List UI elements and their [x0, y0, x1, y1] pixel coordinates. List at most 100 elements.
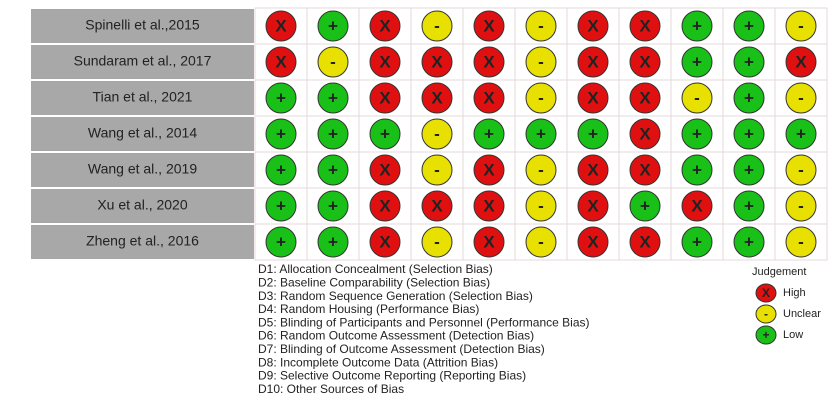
judgement-symbol: + [536, 124, 546, 143]
judgement-circle [473, 82, 505, 114]
judgement-circle [785, 10, 817, 42]
judgement-symbol: + [276, 196, 286, 215]
judgement-symbol: + [484, 124, 494, 143]
judgement-circle [265, 190, 297, 222]
judgement-symbol: X [431, 88, 443, 107]
judgement-circle [629, 82, 661, 114]
judgement-symbol: + [328, 196, 338, 215]
judgement-circle [525, 190, 557, 222]
judgement-circle [681, 226, 713, 258]
judgement-circle [577, 82, 609, 114]
judgement-symbol: + [692, 16, 702, 35]
study-name: Wang et al., 2019 [88, 161, 197, 177]
legend-label: Low [783, 329, 803, 341]
study-cell [29, 43, 256, 81]
judgement-circle [421, 226, 453, 258]
judgement-symbol: + [276, 160, 286, 179]
judgement-symbol: + [276, 88, 286, 107]
judgement-circle [577, 190, 609, 222]
judgement-symbol: X [379, 16, 391, 35]
judgement-symbol: + [328, 232, 338, 251]
domain-note: D1: Allocation Concealment (Selection Bi… [258, 262, 493, 276]
judgement-symbol: X [275, 52, 287, 71]
judgement-circle [265, 154, 297, 186]
judgement-symbol: X [587, 160, 599, 179]
judgement-circle [265, 46, 297, 78]
judgement-symbol: X [379, 52, 391, 71]
judgement-symbol: X [379, 88, 391, 107]
legend-circle [755, 304, 777, 324]
judgement-symbol: - [798, 16, 804, 35]
judgement-circle [317, 46, 349, 78]
judgement-symbol: X [275, 16, 287, 35]
judgement-symbol: X [639, 232, 651, 251]
judgement-circle [629, 46, 661, 78]
judgement-symbol: - [434, 232, 440, 251]
judgement-symbol: + [744, 52, 754, 71]
judgement-circle [525, 154, 557, 186]
judgement-circle [577, 226, 609, 258]
judgement-circle [421, 46, 453, 78]
judgement-symbol: X [483, 88, 495, 107]
study-name: Xu et al., 2020 [97, 197, 188, 213]
judgement-symbol: + [744, 88, 754, 107]
judgement-circle [369, 10, 401, 42]
judgement-circle [577, 154, 609, 186]
domain-note: D6: Random Outcome Assessment (Detection… [258, 329, 534, 343]
judgement-circle [577, 118, 609, 150]
judgement-circle [317, 190, 349, 222]
judgement-circle [421, 118, 453, 150]
judgement-circle [317, 10, 349, 42]
judgement-circle [473, 190, 505, 222]
judgement-symbol: + [744, 124, 754, 143]
domain-note: D3: Random Sequence Generation (Selectio… [258, 289, 533, 303]
judgement-symbol: - [538, 160, 544, 179]
judgement-symbol: X [587, 16, 599, 35]
judgement-symbol: + [276, 232, 286, 251]
judgement-circle [733, 46, 765, 78]
judgement-symbol: X [379, 232, 391, 251]
legend-circle [755, 325, 777, 345]
study-name: Sundaram et al., 2017 [74, 53, 212, 69]
legend-label: High [783, 287, 806, 299]
judgement-circle [681, 190, 713, 222]
judgement-circle [733, 82, 765, 114]
domain-note: D10: Other Sources of Bias [258, 382, 404, 396]
judgement-symbol: X [587, 232, 599, 251]
judgement-symbol: X [587, 52, 599, 71]
judgement-circle [577, 10, 609, 42]
judgement-symbol: + [692, 160, 702, 179]
judgement-circle [265, 82, 297, 114]
domain-note: D9: Selective Outcome Reporting (Reporti… [258, 369, 526, 383]
judgement-symbol: + [744, 160, 754, 179]
judgement-circle [421, 154, 453, 186]
judgement-symbol: - [434, 160, 440, 179]
judgement-circle [629, 10, 661, 42]
study-cell [29, 115, 256, 153]
judgement-circle [265, 10, 297, 42]
judgement-symbol: X [431, 196, 443, 215]
judgement-circle [733, 154, 765, 186]
judgement-symbol: + [276, 124, 286, 143]
judgement-circle [525, 46, 557, 78]
judgement-circle [369, 82, 401, 114]
judgement-symbol: + [328, 124, 338, 143]
judgement-symbol: X [639, 52, 651, 71]
judgement-symbol: X [639, 160, 651, 179]
judgement-symbol: - [434, 124, 440, 143]
judgement-symbol: - [798, 160, 804, 179]
judgement-symbol: + [744, 196, 754, 215]
judgement-symbol: X [483, 160, 495, 179]
judgement-circle [421, 10, 453, 42]
judgement-circle [785, 118, 817, 150]
legend-circle [755, 283, 777, 303]
study-name: Wang et al., 2014 [88, 125, 197, 141]
judgement-symbol: - [694, 88, 700, 107]
judgement-symbol: - [538, 232, 544, 251]
judgement-symbol: X [483, 232, 495, 251]
judgement-circle [421, 190, 453, 222]
judgement-circle [733, 118, 765, 150]
judgement-circle [317, 118, 349, 150]
study-cell [29, 187, 256, 225]
